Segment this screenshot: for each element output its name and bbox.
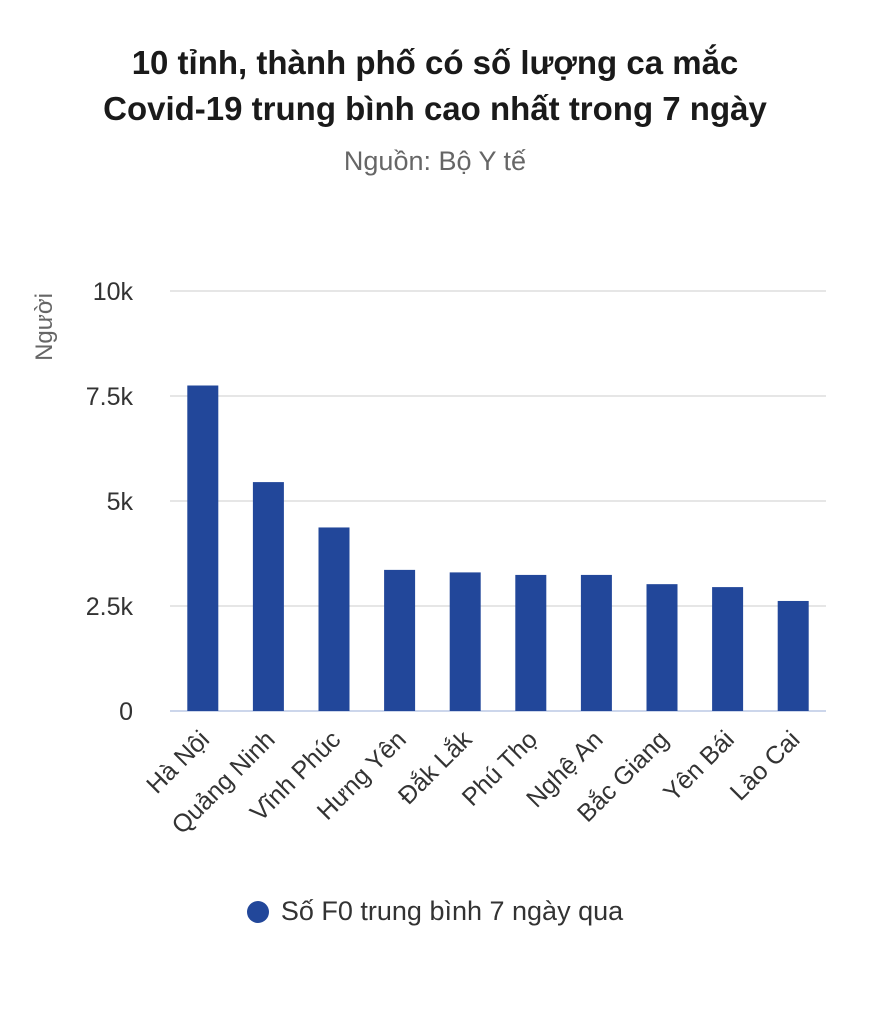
chart-title-line-1: 10 tỉnh, thành phố có số lượng ca mắc [131,44,739,81]
legend-label: Số F0 trung bình 7 ngày qua [280,896,624,926]
bar [187,385,219,711]
bar [515,574,547,711]
y-tick-label: 10k [93,278,134,306]
y-tick-label: 2.5k [86,593,134,621]
y-tick-label: 0 [119,698,133,726]
bar [449,572,481,711]
x-tick-label: Lào Cai [725,725,806,806]
bar [777,600,809,711]
chart-title-line-2: Covid-19 trung bình cao nhất trong 7 ngà… [103,90,767,127]
bar [712,587,744,711]
bar [646,584,678,711]
chart-subtitle: Nguồn: Bộ Y tế [343,146,527,176]
bar [252,482,284,711]
legend[interactable]: Số F0 trung bình 7 ngày qua [0,896,870,927]
y-axis-label: Người [31,293,58,361]
x-tick-label: Yên Bái [658,725,740,807]
bar [318,527,350,711]
chart-title: 10 tỉnh, thành phố có số lượng ca mắc Co… [0,40,870,132]
y-tick-label: 7.5k [86,383,134,411]
y-tick-label: 5k [107,488,134,516]
bar [580,574,612,711]
bar [384,569,416,711]
legend-marker [246,900,269,923]
